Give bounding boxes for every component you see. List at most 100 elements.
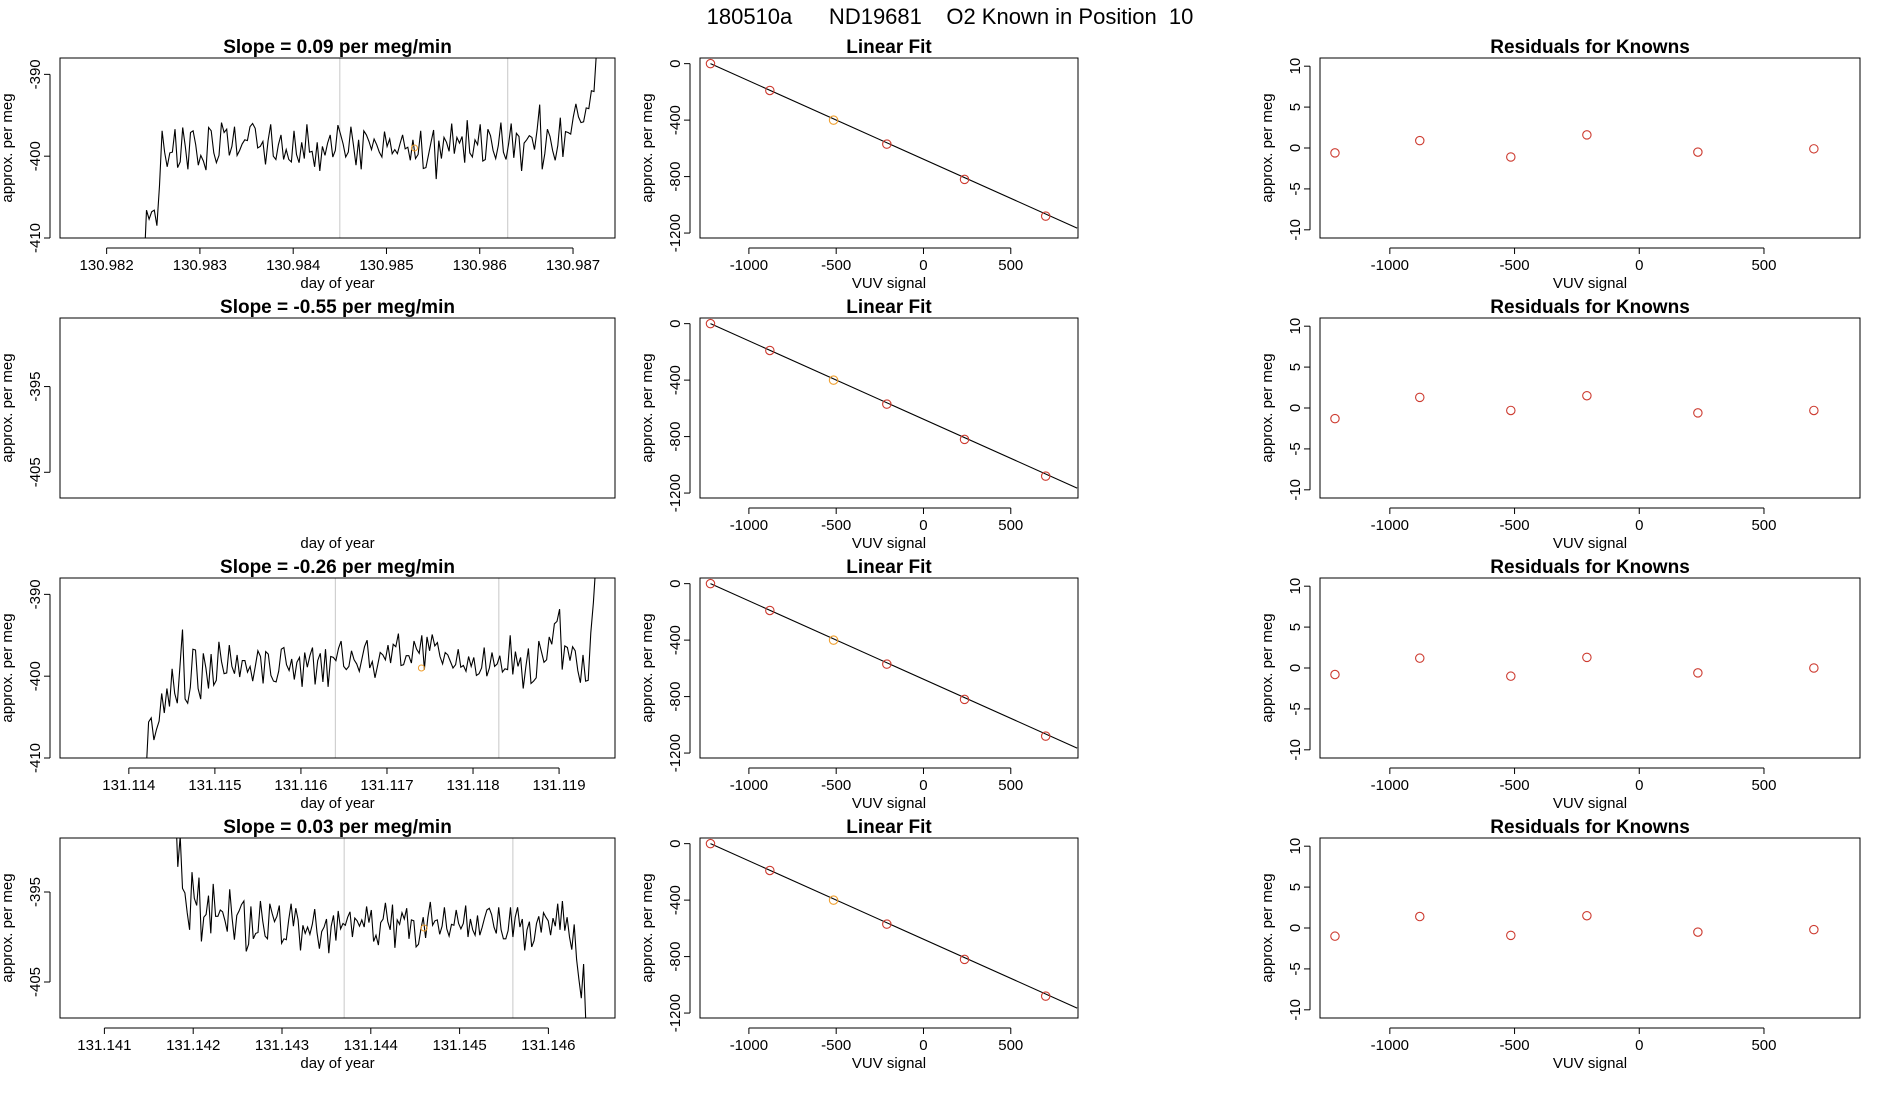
known-point (1040, 211, 1051, 221)
x-tick-label: 500 (1751, 257, 1776, 274)
x-tick-label: -1000 (730, 777, 768, 794)
residual-point (1506, 671, 1516, 681)
x-axis-label: VUV signal (852, 275, 926, 292)
x-axis-label: VUV signal (852, 1055, 926, 1072)
x-tick-label: 131.114 (102, 777, 155, 794)
y-tick-label: -800 (667, 942, 684, 972)
timeseries-panel-3: Slope = -0.26 per meg/min 131.114 131.115 1… (0, 557, 616, 812)
y-tick-label: -400 (667, 625, 684, 655)
x-tick-label: -500 (1500, 777, 1530, 794)
residual-point (1330, 931, 1340, 941)
panel-title: Residuals for Knowns (1490, 817, 1690, 838)
panel-title: Linear Fit (846, 37, 932, 58)
y-axis-label: approx. per meg (1259, 873, 1276, 982)
plot-area (176, 838, 587, 1018)
x-axis-label: VUV signal (1553, 275, 1627, 292)
y-tick-label: -395 (27, 372, 44, 402)
x-tick-label: 130.984 (266, 257, 320, 274)
y-tick-label: -1200 (667, 474, 684, 512)
residual-point (1506, 405, 1516, 416)
y-tick-label: -5 (1287, 702, 1304, 715)
known-point (828, 895, 839, 905)
plot-area (705, 318, 1078, 489)
known-point (1040, 471, 1051, 481)
x-tick-label: 131.142 (166, 1037, 220, 1054)
timeseries-panel-1: Slope = 0.09 per meg/min 130.982 130.983 13… (0, 37, 616, 292)
mean-marker (410, 144, 418, 152)
x-tick-label: -1000 (1371, 517, 1409, 534)
x-tick-label: -1000 (730, 257, 768, 274)
y-axis-label: approx. per meg (639, 613, 656, 722)
x-tick-label: 500 (1751, 777, 1776, 794)
signal-series-line (146, 578, 596, 758)
y-tick-label: 5 (1287, 103, 1304, 111)
y-axis-label: approx. per meg (0, 353, 16, 462)
y-axis-label: approx. per meg (639, 353, 656, 462)
plot-frame (59, 577, 616, 759)
x-tick-label: 500 (998, 517, 1023, 534)
known-point (765, 865, 775, 876)
residual-point (1809, 144, 1819, 154)
x-tick-label: 131.144 (344, 1037, 398, 1054)
signal-series-line (176, 838, 587, 1018)
y-axis-label: approx. per meg (1259, 613, 1276, 722)
residual-point (1693, 668, 1703, 678)
known-point (1040, 731, 1051, 741)
y-tick-label: -5 (1287, 962, 1304, 975)
y-tick-label: 0 (1287, 664, 1304, 672)
x-tick-label: 131.115 (188, 777, 241, 794)
x-tick-label: 131.146 (521, 1037, 575, 1054)
y-tick-label: 0 (667, 579, 684, 587)
x-tick-label: 0 (1635, 257, 1643, 274)
y-tick-label: -410 (27, 743, 44, 773)
x-tick-label: -1000 (1371, 257, 1409, 274)
residual-point (1809, 405, 1819, 416)
x-axis-label: VUV signal (852, 535, 926, 552)
y-tick-label: 0 (667, 319, 684, 327)
timeseries-panel-4: Slope = 0.03 per meg/min 131.141 131.142 13… (0, 817, 616, 1072)
x-tick-label: -1000 (730, 1037, 768, 1054)
x-tick-label: -500 (821, 517, 851, 534)
plot-frame (1319, 317, 1861, 499)
known-point (882, 399, 892, 409)
y-tick-label: -410 (27, 223, 44, 253)
plot-frame (59, 837, 616, 1019)
known-point (828, 635, 839, 645)
x-tick-label: 0 (919, 1037, 927, 1054)
y-tick-label: -5 (1287, 442, 1304, 455)
plot-frame (699, 57, 1079, 239)
y-tick-label: 0 (1287, 404, 1304, 412)
fit-line (710, 63, 1078, 229)
y-tick-label: -800 (667, 162, 684, 192)
y-tick-label: -390 (27, 579, 44, 609)
fit-line (710, 843, 1078, 1009)
plot-frame (59, 57, 616, 239)
mean-marker (420, 924, 428, 932)
y-tick-label: -10 (1287, 999, 1304, 1021)
y-tick-label: -1200 (667, 734, 684, 772)
x-tick-label: 130.983 (173, 257, 227, 274)
y-tick-label: 0 (667, 59, 684, 67)
plot-frame (699, 317, 1079, 499)
plot-area (1330, 910, 1819, 941)
y-tick-label: -400 (27, 661, 44, 691)
x-tick-label: 130.982 (80, 257, 134, 274)
panel-title: Residuals for Knowns (1490, 37, 1690, 58)
plot-area (146, 578, 596, 758)
known-point (765, 85, 775, 96)
residual-point (1415, 392, 1425, 403)
timeseries-panel-2: Slope = -0.55 per meg/min131.009131.0101… (0, 297, 616, 552)
plot-area (705, 578, 1078, 749)
known-point (882, 919, 892, 929)
known-point (705, 838, 716, 849)
x-tick-label: 131.116 (274, 777, 327, 794)
x-tick-label: 131.117 (360, 777, 413, 794)
y-tick-label: 5 (1287, 623, 1304, 631)
y-tick-label: 0 (1287, 144, 1304, 152)
known-point (765, 345, 775, 356)
x-axis-label: day of year (300, 795, 374, 812)
y-axis-label: approx. per meg (639, 93, 656, 202)
